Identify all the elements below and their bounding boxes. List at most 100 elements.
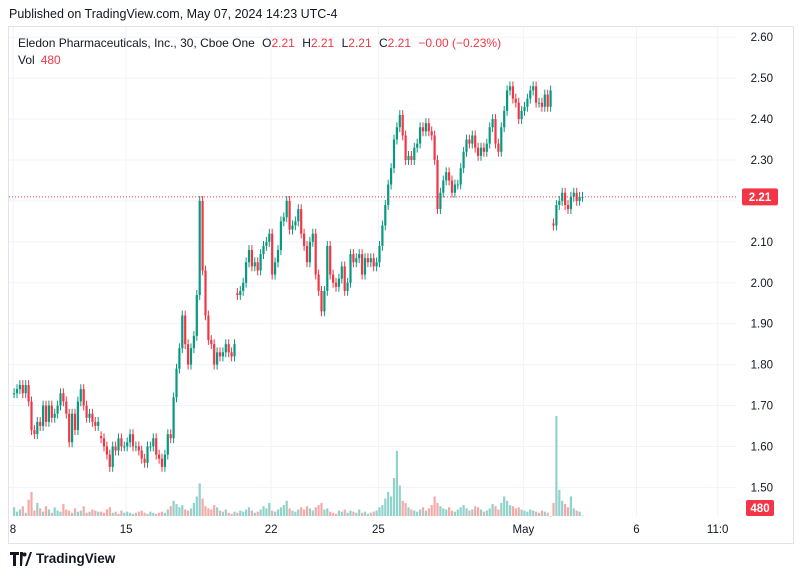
- candle-body: [163, 454, 166, 467]
- tradingview-logo-icon: [10, 551, 32, 566]
- volume-bar: [311, 510, 314, 516]
- volume-bar: [76, 511, 79, 516]
- volume-bar: [332, 512, 335, 516]
- candle-body: [262, 245, 265, 255]
- candle-body: [160, 458, 164, 467]
- volume-bar: [250, 510, 253, 516]
- volume-bar: [73, 508, 77, 516]
- high-value: 2.21: [310, 36, 335, 50]
- candle-body: [506, 90, 509, 111]
- brand-name: TradingView: [36, 551, 116, 566]
- price-axis[interactable]: 1.501.601.701.801.902.002.102.202.302.40…: [751, 32, 773, 494]
- volume-bar: [303, 509, 306, 516]
- brand-footer[interactable]: TradingView: [10, 551, 115, 566]
- candle-body: [569, 196, 572, 210]
- candle-body: [549, 90, 552, 107]
- volume-bar: [123, 512, 126, 516]
- candle-body: [79, 389, 82, 402]
- volume-bar: [137, 511, 140, 516]
- price-tag: 2.21: [742, 188, 778, 206]
- candle-body: [82, 389, 85, 406]
- candle-body: [71, 413, 74, 443]
- volume-bar: [340, 511, 343, 516]
- volume-bar: [230, 513, 233, 516]
- candle-body: [465, 139, 468, 152]
- time-axis[interactable]: 8 15 22 25 May 6 11:0: [10, 524, 729, 536]
- volume-bar: [79, 510, 82, 516]
- candle-body: [97, 421, 100, 426]
- volume-bar: [59, 511, 62, 516]
- candle-body: [508, 86, 512, 91]
- candle-body: [352, 254, 355, 263]
- volume-bar: [189, 508, 193, 516]
- candle-body: [88, 413, 91, 418]
- volume-tag-label: 480: [750, 503, 769, 515]
- volume-bar: [569, 496, 572, 516]
- candle-body: [239, 290, 242, 296]
- candle-body: [453, 184, 456, 193]
- volume-bar: [508, 505, 512, 516]
- low-value: 2.21: [348, 36, 372, 50]
- price-tick-label: 2.60: [751, 32, 773, 44]
- volume-bar: [62, 504, 65, 516]
- candle-body: [91, 413, 94, 422]
- candle-body: [274, 262, 277, 275]
- volume-bar: [404, 502, 407, 516]
- candle-body: [314, 233, 317, 275]
- candle-body: [158, 454, 161, 459]
- candle-body: [468, 139, 471, 144]
- candle-body: [198, 200, 201, 296]
- candle-body: [175, 368, 178, 398]
- volume-bar: [334, 513, 338, 516]
- candle-body: [137, 446, 140, 451]
- candle-body: [123, 446, 126, 448]
- candle-body: [166, 434, 169, 455]
- volume-bar: [13, 507, 16, 516]
- candle-body: [236, 292, 239, 296]
- candle-body: [448, 172, 451, 181]
- volume-bar: [160, 511, 164, 516]
- candle-body: [44, 405, 48, 422]
- candle-body: [297, 209, 300, 222]
- time-tick-label: 15: [120, 524, 133, 536]
- time-tick-label: 8: [10, 524, 16, 536]
- volume-bar: [27, 499, 30, 516]
- candle-body: [131, 434, 135, 447]
- price-tag-label: 2.21: [749, 192, 772, 204]
- volume-bar: [143, 512, 146, 516]
- volume-bar: [227, 512, 230, 516]
- volume-bar: [117, 513, 120, 516]
- volume-bar: [65, 509, 68, 516]
- candle-body: [340, 266, 343, 279]
- volume-bar: [349, 510, 352, 516]
- candle-body: [36, 421, 39, 435]
- candle-body: [433, 135, 436, 160]
- volume-bar: [259, 509, 262, 516]
- candle-body: [572, 192, 575, 197]
- volume-bar: [129, 512, 132, 516]
- candle-body: [390, 168, 393, 185]
- volume-bar: [204, 506, 207, 516]
- candle-body: [561, 192, 564, 201]
- symbol-description[interactable]: Eledon Pharmaceuticals, Inc., 30, Cboe O…: [18, 36, 255, 50]
- volume-bar: [523, 510, 526, 516]
- candle-body: [430, 131, 433, 136]
- candle-body: [65, 401, 68, 414]
- candle-body: [256, 262, 259, 271]
- volume-bar: [239, 510, 242, 516]
- candle-body: [24, 385, 27, 394]
- candle-body: [445, 172, 448, 181]
- volume-bar: [398, 485, 401, 516]
- time-tick-label: May: [513, 524, 535, 536]
- candle-body: [102, 438, 106, 447]
- volume-bar: [552, 502, 555, 516]
- volume-bar: [68, 510, 71, 516]
- candle-body: [381, 225, 384, 246]
- volume-bar: [210, 509, 213, 516]
- candle-body: [111, 446, 114, 467]
- volume-bar: [390, 496, 393, 516]
- candle-body: [326, 245, 329, 291]
- volume-bar: [268, 502, 271, 516]
- candle-body: [311, 233, 314, 242]
